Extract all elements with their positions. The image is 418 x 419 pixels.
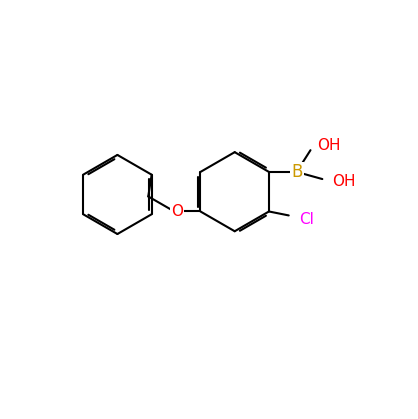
- Text: OH: OH: [318, 138, 341, 153]
- Text: B: B: [291, 163, 302, 181]
- Text: Cl: Cl: [299, 212, 314, 227]
- Text: OH: OH: [332, 173, 356, 189]
- Text: O: O: [171, 204, 183, 219]
